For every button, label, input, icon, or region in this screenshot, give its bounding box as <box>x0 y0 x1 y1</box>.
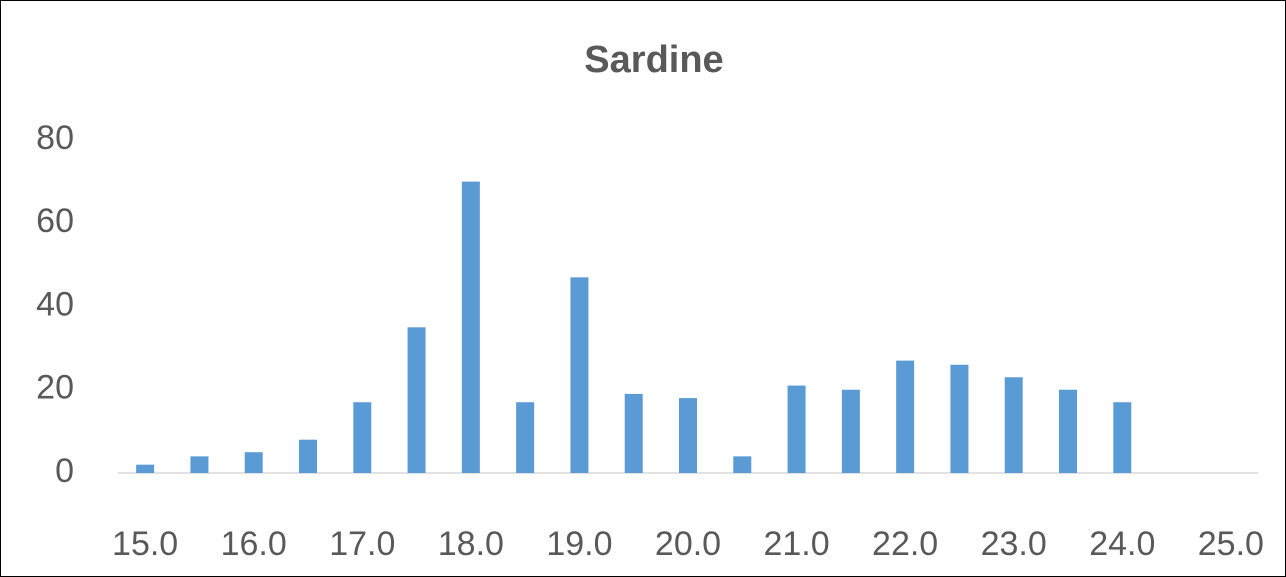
bar <box>1004 377 1023 473</box>
bar <box>407 327 426 473</box>
bar <box>950 364 969 473</box>
bar <box>733 456 752 473</box>
x-tick-label: 21.0 <box>763 525 829 563</box>
bar <box>353 402 372 473</box>
x-tick-label: 17.0 <box>329 525 395 563</box>
x-tick-label: 15.0 <box>112 525 178 563</box>
bar <box>299 439 317 473</box>
bar <box>896 360 915 473</box>
bar <box>244 452 263 473</box>
x-tick-label: 19.0 <box>546 525 612 563</box>
x-tick-label: 23.0 <box>981 525 1047 563</box>
bar <box>1059 389 1077 473</box>
bar <box>624 393 643 473</box>
bar <box>516 402 535 473</box>
x-tick-label: 16.0 <box>221 525 287 563</box>
y-tick-label: 80 <box>36 119 74 157</box>
y-tick-label: 60 <box>36 202 74 240</box>
y-tick-label: 40 <box>36 285 74 323</box>
chart-title: Sardine <box>584 39 723 81</box>
y-tick-label: 0 <box>55 452 74 490</box>
bar <box>570 277 589 473</box>
bar <box>841 389 860 473</box>
x-tick-label: 24.0 <box>1089 525 1155 563</box>
x-tick-label: 20.0 <box>655 525 721 563</box>
x-tick-label: 18.0 <box>438 525 504 563</box>
bar <box>787 385 806 473</box>
x-tick-label: 22.0 <box>872 525 938 563</box>
bar <box>679 398 697 473</box>
y-tick-label: 20 <box>36 369 74 407</box>
bar <box>461 181 480 473</box>
bar <box>1113 402 1132 473</box>
bar <box>190 456 209 473</box>
x-tick-label: 25.0 <box>1198 525 1264 563</box>
bar <box>136 464 155 473</box>
